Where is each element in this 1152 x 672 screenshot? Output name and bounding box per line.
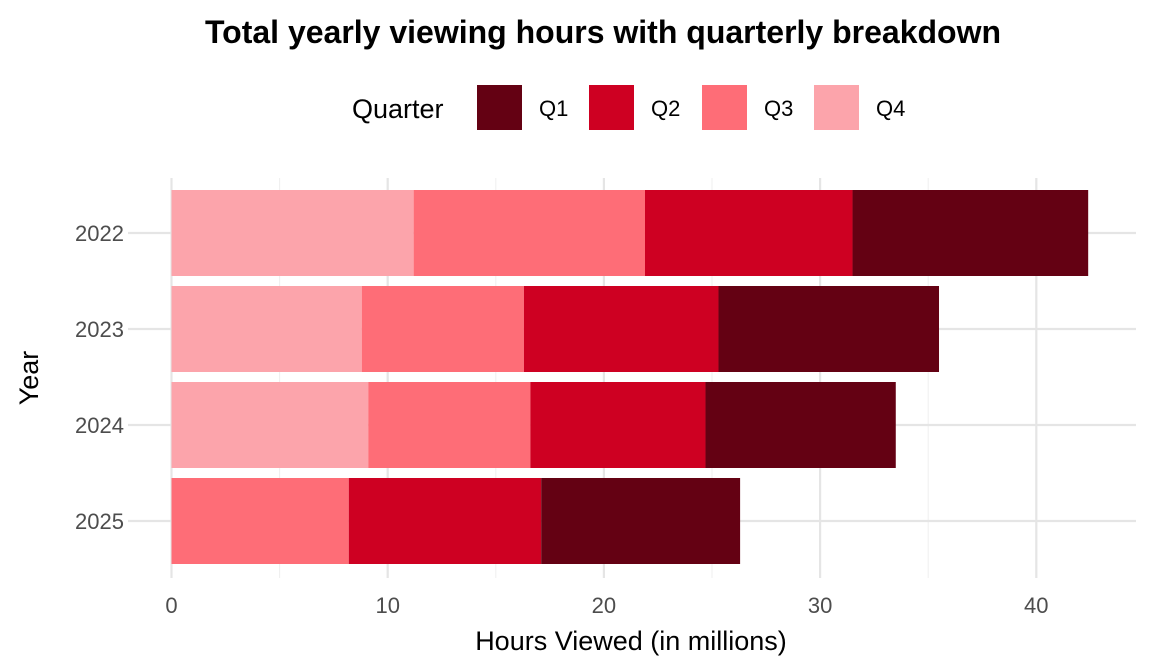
bar-q2-2023	[523, 286, 719, 372]
x-axis-title: Hours Viewed (in millions)	[475, 626, 787, 656]
bar-q3-2022	[413, 190, 645, 276]
bar-q4-2022	[171, 190, 414, 276]
bar-q2-2025	[348, 478, 542, 564]
legend-label: Q2	[651, 96, 680, 121]
y-axis-ticks: 2022 2023 2024 2025	[75, 221, 124, 534]
legend-key-q1	[477, 85, 522, 130]
legend-label: Q3	[764, 96, 793, 121]
legend-key-q4	[814, 85, 859, 130]
y-tick-label: 2022	[75, 221, 124, 246]
y-tick-label: 2023	[75, 317, 124, 342]
y-axis-title: Year	[14, 351, 44, 406]
bar-q1-2024	[705, 382, 896, 468]
chart-title: Total yearly viewing hours with quarterl…	[205, 14, 1001, 50]
y-tick-label: 2025	[75, 509, 124, 534]
bar-q1-2023	[718, 286, 940, 372]
legend-key-q2	[589, 85, 634, 130]
bar-q3-2024	[368, 382, 531, 468]
legend-title: Quarter	[352, 94, 444, 124]
bar-q2-2024	[530, 382, 706, 468]
x-tick-label: 0	[165, 593, 177, 618]
legend-label: Q4	[876, 96, 905, 121]
x-tick-label: 30	[808, 593, 832, 618]
bar-q4-2024	[171, 382, 369, 468]
bar-q3-2023	[361, 286, 524, 372]
bar-q1-2022	[852, 190, 1089, 276]
legend-key-q3	[702, 85, 747, 130]
bars	[171, 190, 1089, 564]
bar-q2-2022	[644, 190, 853, 276]
x-tick-label: 40	[1024, 593, 1048, 618]
bar-q1-2025	[541, 478, 741, 564]
bar-q3-2025	[171, 478, 349, 564]
legend-label: Q1	[539, 96, 568, 121]
y-tick-label: 2024	[75, 413, 124, 438]
legend: Quarter Q1 Q2 Q3 Q4	[352, 85, 905, 130]
bar-q4-2023	[171, 286, 362, 372]
x-axis-ticks: 0 10 20 30 40	[165, 593, 1048, 618]
x-tick-label: 20	[592, 593, 616, 618]
x-tick-label: 10	[375, 593, 399, 618]
